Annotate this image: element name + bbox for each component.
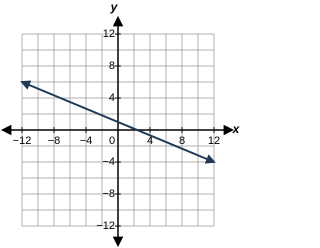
y-tick-label: 8 [109, 60, 115, 72]
x-tick-label: 0 [109, 135, 115, 147]
y-tick-label: −4 [102, 156, 115, 168]
x-tick-label: −8 [48, 135, 61, 147]
y-tick-label: 4 [109, 92, 115, 104]
x-tick-label: 12 [208, 135, 220, 147]
y-axis-label: y [110, 0, 119, 14]
y-tick-label: 12 [103, 28, 115, 40]
x-tick-label: −12 [13, 135, 32, 147]
y-tick-label: −8 [102, 188, 115, 200]
line [20, 80, 216, 164]
x-tick-label: 8 [179, 135, 185, 147]
x-axis-label: x [232, 122, 241, 136]
x-tick-label: −4 [80, 135, 93, 147]
y-tick-label: −12 [96, 220, 115, 232]
